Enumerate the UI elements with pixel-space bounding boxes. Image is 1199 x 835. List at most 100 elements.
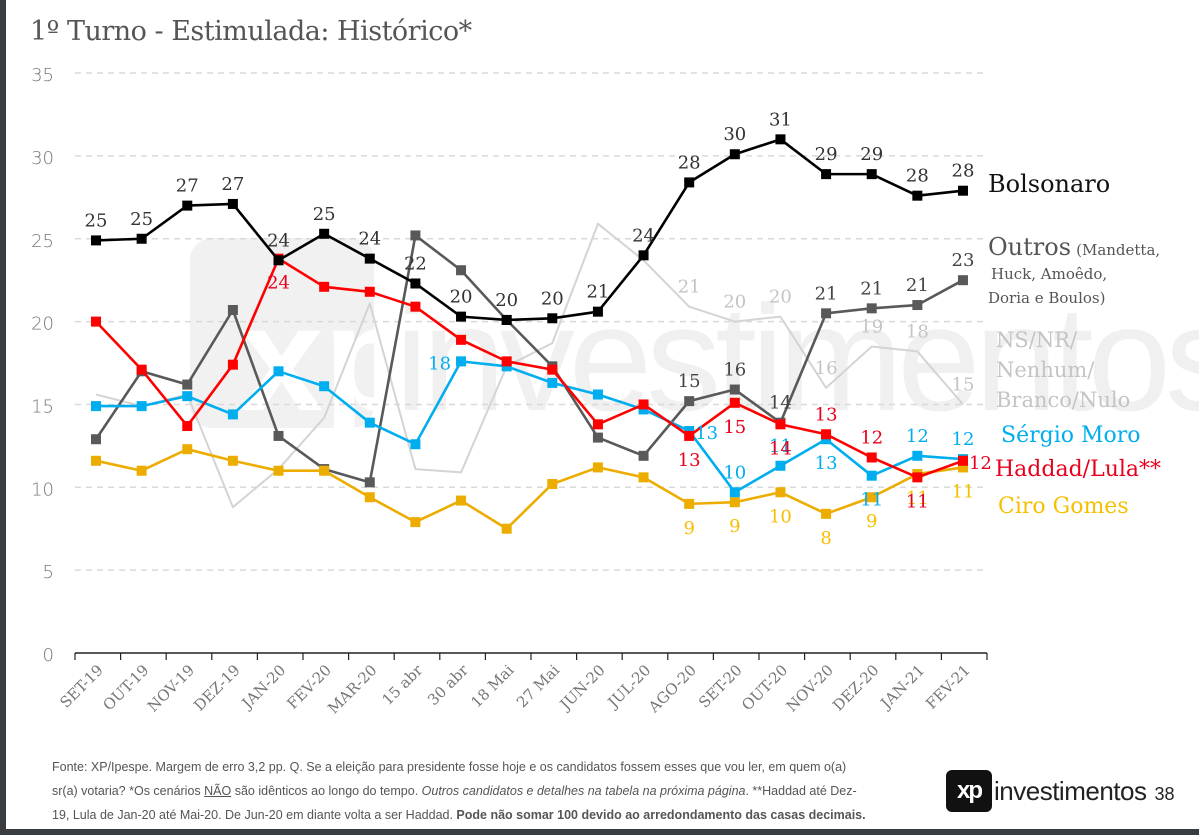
y-tick-label: 5 bbox=[43, 562, 54, 583]
marker-bolsonaro bbox=[364, 253, 375, 264]
marker-haddadlula bbox=[547, 364, 558, 375]
data-label-srgio: 12 bbox=[906, 426, 929, 447]
marker-bolsonaro bbox=[182, 200, 193, 211]
marker-srgio bbox=[456, 356, 467, 367]
xp-logo-text: investimentos bbox=[994, 775, 1147, 806]
marker-haddadlula bbox=[684, 430, 695, 441]
data-label-ciro: 9 bbox=[683, 518, 694, 539]
data-label-bolsonaro: 21 bbox=[586, 282, 609, 303]
legend-outros: Outros (Mandetta, Huck, Amoêdo, Doria e … bbox=[988, 233, 1161, 310]
marker-ciro bbox=[456, 495, 467, 506]
data-label-ciro: 10 bbox=[769, 506, 792, 527]
y-tick-label: 30 bbox=[31, 148, 54, 169]
footer-text: sr(a) votaria? *Os cenários bbox=[52, 784, 205, 798]
marker-haddadlula bbox=[91, 316, 101, 327]
marker-ciro bbox=[821, 508, 832, 519]
x-tick-label: 30 abr bbox=[424, 661, 472, 709]
legend-bolsonaro: Bolsonaro bbox=[988, 170, 1110, 198]
data-label-bolsonaro: 24 bbox=[358, 229, 381, 250]
legend-outros-sub1: (Mandetta, bbox=[1076, 241, 1161, 259]
window-frame-left bbox=[0, 0, 6, 835]
data-label-srgio: 18 bbox=[428, 353, 451, 374]
data-label-srgio: 13 bbox=[815, 453, 838, 474]
marker-ciro bbox=[729, 497, 740, 508]
marker-bolsonaro bbox=[227, 198, 238, 209]
y-tick-label: 0 bbox=[43, 645, 54, 666]
grid bbox=[75, 72, 987, 571]
marker-bolsonaro bbox=[912, 190, 923, 201]
marker-ciro bbox=[319, 465, 330, 476]
xp-watermark: xp investimentos bbox=[190, 238, 1199, 442]
marker-bolsonaro bbox=[957, 185, 968, 196]
data-label-bolsonaro: 30 bbox=[723, 124, 746, 145]
data-label-nsnr: 19 bbox=[860, 316, 883, 337]
y-tick-label: 20 bbox=[31, 314, 54, 335]
data-label-bolsonaro: 29 bbox=[815, 144, 838, 165]
data-label-ciro: 9 bbox=[729, 516, 740, 537]
data-label-ciro: 11 bbox=[952, 481, 975, 502]
x-tick-label: 15 abr bbox=[378, 661, 426, 709]
marker-ciro bbox=[592, 462, 603, 473]
data-label-haddadlula: 24 bbox=[267, 273, 290, 294]
marker-ciro bbox=[684, 498, 695, 509]
data-label-bolsonaro: 28 bbox=[952, 161, 975, 182]
marker-bolsonaro bbox=[592, 306, 603, 317]
x-tick-label: JAN-21 bbox=[876, 661, 928, 713]
series-line-nsnr bbox=[95, 222, 964, 509]
marker-bolsonaro bbox=[821, 169, 832, 180]
marker-bolsonaro bbox=[775, 134, 786, 145]
marker-haddadlula bbox=[319, 281, 330, 292]
data-label-bolsonaro: 25 bbox=[85, 210, 108, 231]
marker-bolsonaro bbox=[319, 228, 330, 239]
data-label-ciro: 9 bbox=[866, 511, 877, 532]
marker-ciro bbox=[638, 472, 649, 483]
marker-haddadlula bbox=[182, 420, 193, 431]
marker-ciro bbox=[273, 465, 284, 476]
marker-srgio bbox=[729, 487, 740, 498]
data-label-srgio: 11 bbox=[769, 436, 792, 457]
marker-srgio bbox=[866, 470, 877, 481]
data-label-outros: 15 bbox=[678, 371, 701, 392]
data-label-haddadlula: 14 bbox=[769, 438, 792, 459]
data-label-haddadlula: 15 bbox=[723, 417, 746, 438]
legend-ciro-label: Ciro Gomes bbox=[998, 494, 1129, 519]
marker-bolsonaro bbox=[91, 235, 101, 246]
marker-ciro bbox=[227, 455, 238, 466]
watermark-xp: xp bbox=[240, 274, 415, 442]
data-label-nsnr: 15 bbox=[952, 374, 975, 395]
marker-haddadlula bbox=[912, 472, 923, 483]
data-label-nsnr: 20 bbox=[723, 292, 746, 313]
marker-haddadlula bbox=[775, 419, 786, 430]
y-tick-label: 35 bbox=[31, 65, 54, 86]
data-label-ciro: 8 bbox=[820, 528, 831, 549]
marker-outros bbox=[91, 434, 101, 445]
legend-outros-label: Outros bbox=[988, 233, 1072, 261]
legend-outros-sub2: Huck, Amoêdo, bbox=[991, 265, 1108, 283]
marker-outros bbox=[638, 450, 649, 461]
marker-haddadlula bbox=[364, 286, 375, 297]
marker-bolsonaro bbox=[866, 169, 877, 180]
marker-bolsonaro bbox=[136, 233, 147, 244]
x-tick-label: JAN-20 bbox=[237, 661, 289, 713]
data-label-nsnr: 21 bbox=[678, 277, 701, 298]
x-axis: SET-19OUT-19NOV-19DEZ-19JAN-20FEV-20MAR-… bbox=[56, 652, 988, 717]
data-label-bolsonaro: 22 bbox=[404, 253, 427, 274]
watermark-investimentos: investimentos bbox=[395, 274, 1199, 442]
marker-haddadlula bbox=[957, 455, 968, 466]
marker-bolsonaro bbox=[729, 149, 740, 160]
data-label-bolsonaro: 20 bbox=[495, 290, 518, 311]
legend-nsnr: NS/NR/ Nenhum/ Branco/Nulo bbox=[996, 325, 1130, 415]
x-tick-label: NOV-20 bbox=[783, 661, 837, 715]
marker-srgio bbox=[136, 401, 147, 412]
marker-srgio bbox=[91, 401, 101, 412]
data-label-bolsonaro: 31 bbox=[769, 109, 792, 130]
data-label-outros: 16 bbox=[723, 360, 746, 381]
marker-bolsonaro bbox=[456, 311, 467, 322]
data-label-srgio: 11 bbox=[860, 490, 883, 511]
series-line-outros bbox=[94, 234, 964, 484]
marker-outros bbox=[957, 275, 968, 286]
marker-srgio bbox=[410, 439, 421, 450]
marker-srgio bbox=[547, 377, 558, 388]
marker-srgio bbox=[273, 366, 284, 377]
data-label-bolsonaro: 28 bbox=[678, 152, 701, 173]
